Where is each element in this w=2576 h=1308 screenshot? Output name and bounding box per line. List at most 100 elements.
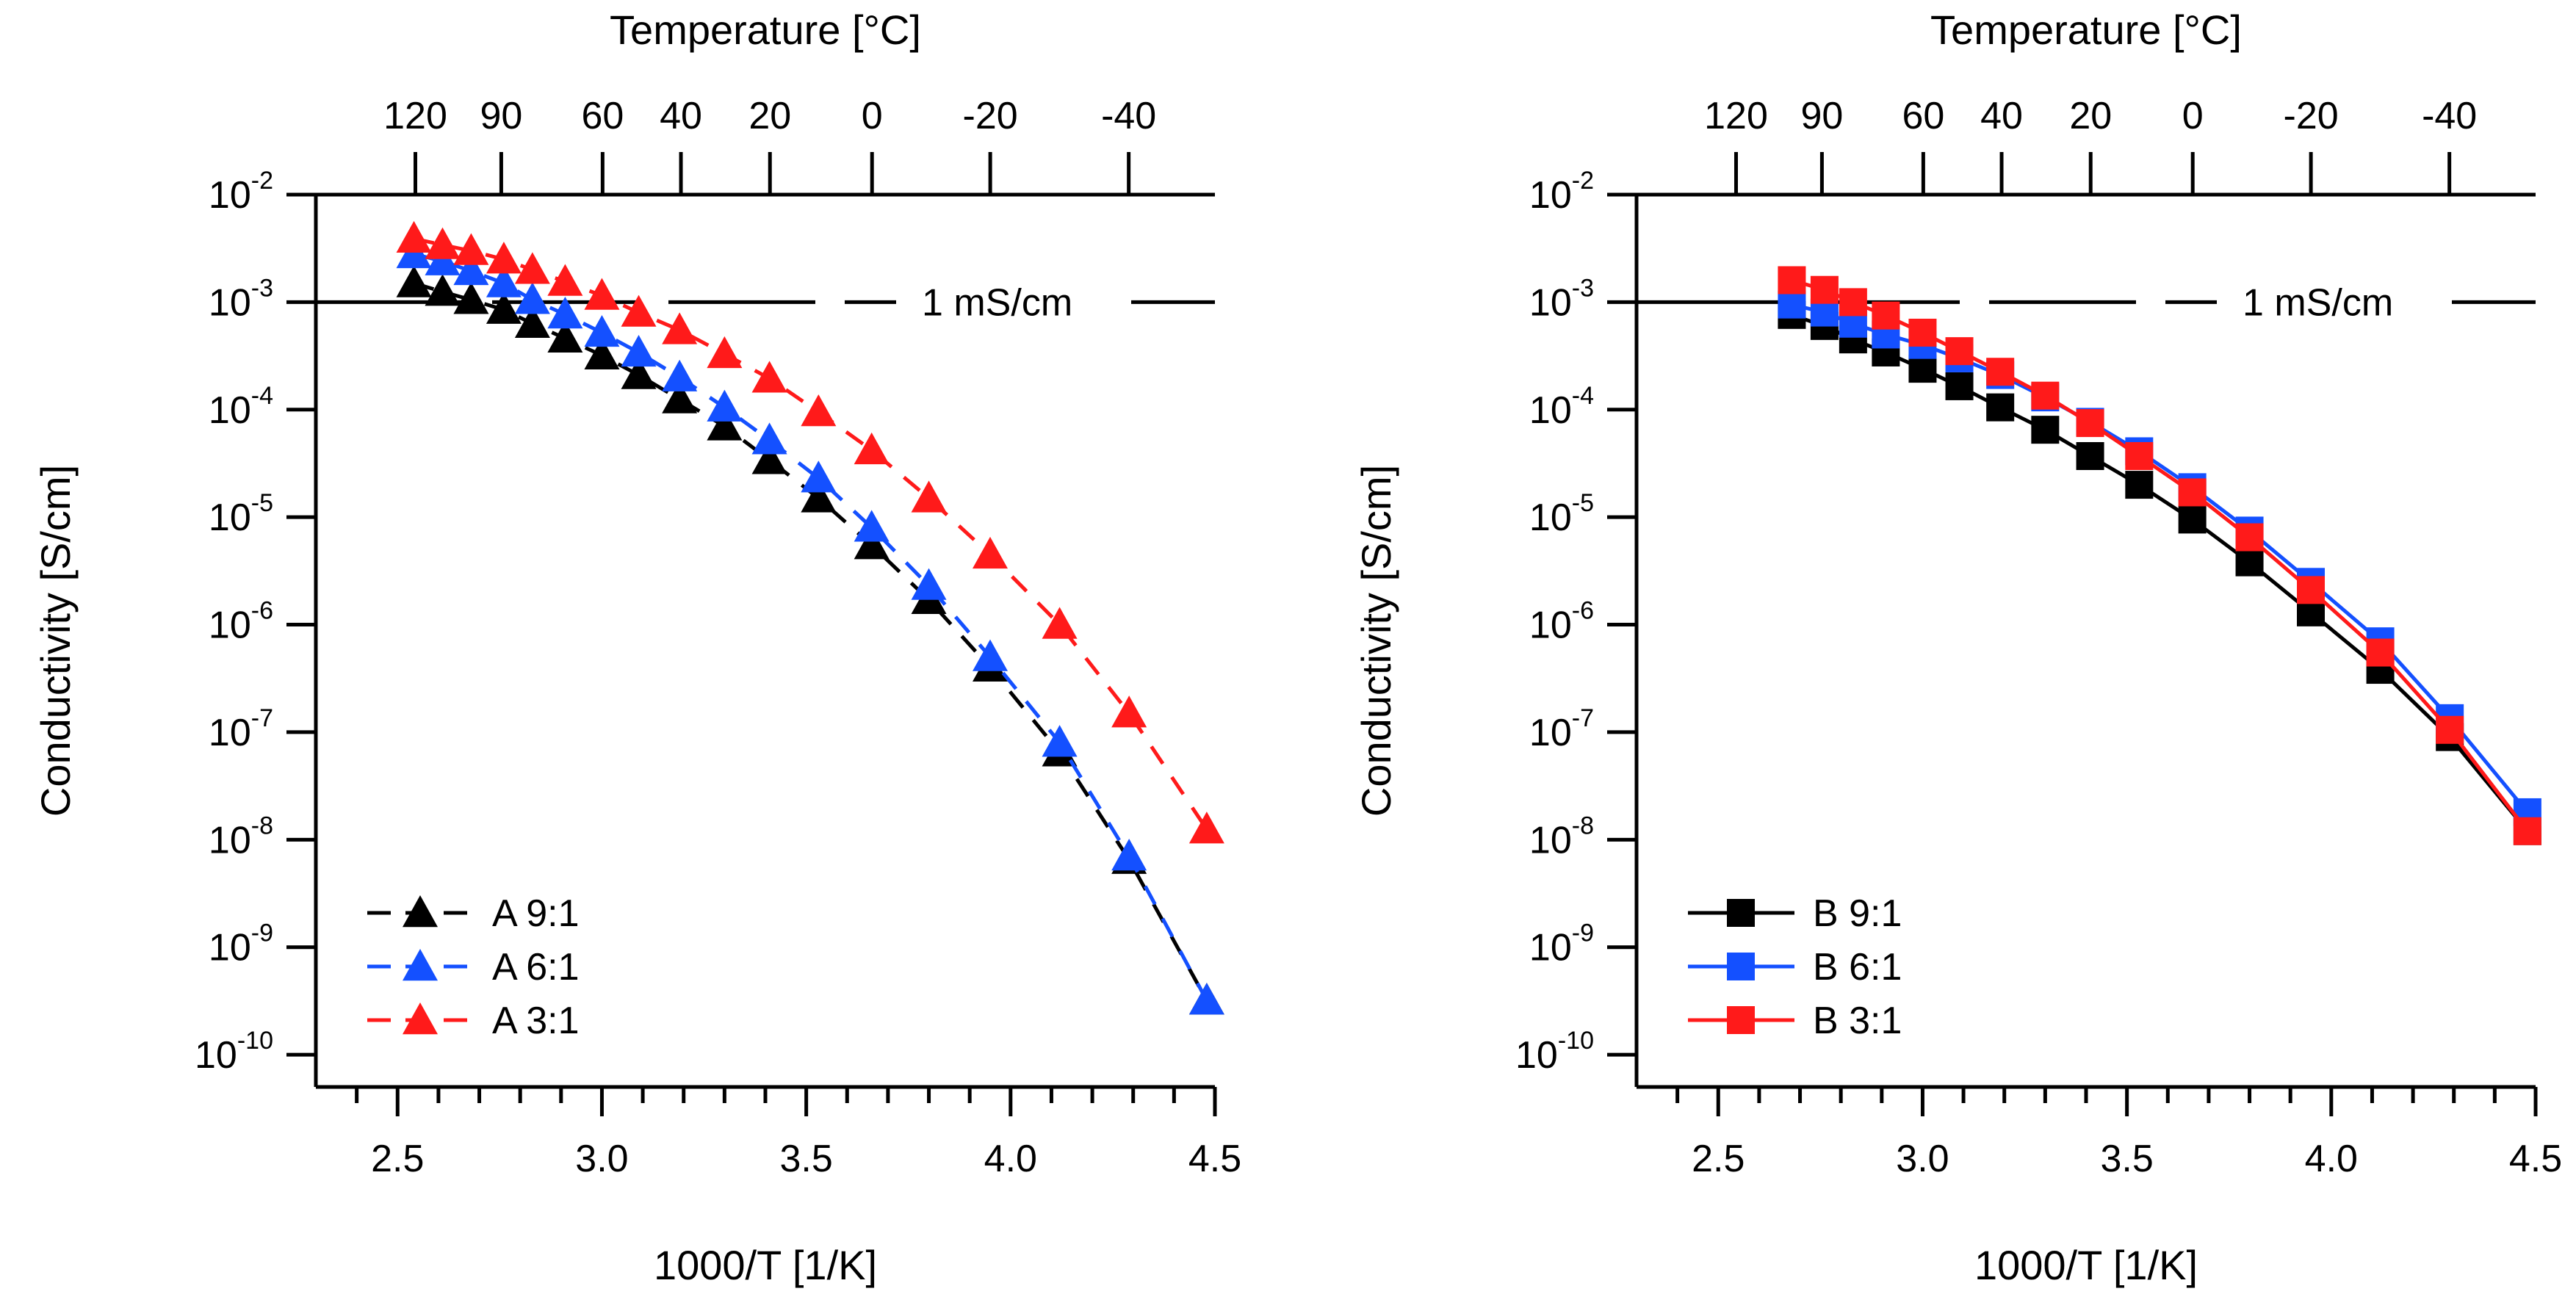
data-point — [621, 295, 657, 327]
data-point — [2076, 409, 2104, 438]
data-point — [2235, 523, 2264, 552]
y-tick-base: 10 — [195, 1034, 237, 1077]
data-point — [584, 278, 620, 310]
data-point — [751, 422, 787, 455]
y-tick-label: 10-3 — [209, 274, 273, 324]
data-point — [911, 480, 947, 513]
data-point — [2178, 478, 2207, 507]
data-point — [621, 334, 657, 367]
data-point — [621, 357, 657, 389]
data-point — [751, 442, 787, 474]
top-tick-label: 60 — [581, 95, 624, 137]
legend-marker — [1727, 953, 1755, 980]
legend-label: A 9:1 — [492, 892, 580, 935]
data-point — [2031, 381, 2060, 410]
data-point — [1839, 288, 1867, 317]
data-point — [1111, 695, 1147, 728]
y-tick-base: 10 — [209, 281, 251, 324]
data-point — [1778, 290, 1806, 319]
series-a-3-1 — [396, 220, 1224, 844]
series-line — [1791, 278, 2529, 833]
y-tick-exponent: -9 — [251, 919, 273, 947]
x-tick-label: 4.5 — [1188, 1138, 1241, 1180]
data-point — [1810, 275, 1839, 304]
series-line — [1791, 303, 2529, 814]
legend-label: B 9:1 — [1813, 892, 1902, 935]
data-point — [453, 253, 489, 286]
data-point — [514, 252, 550, 284]
y-tick-exponent: -4 — [251, 382, 273, 410]
y-tick-label: 10-4 — [209, 382, 273, 432]
series-b-3-1 — [1778, 266, 2541, 845]
data-point — [1945, 337, 1974, 366]
y-tick-label: 10-10 — [1515, 1027, 1594, 1077]
top-tick-label: 90 — [1800, 95, 1843, 137]
y-tick-label: 10-6 — [209, 597, 273, 647]
data-point — [662, 359, 698, 391]
legend-item: B 3:1 — [1688, 1000, 1902, 1042]
y-tick-exponent: -6 — [1572, 597, 1594, 625]
top-tick-label: 120 — [1704, 95, 1768, 137]
x-tick-label: 3.5 — [779, 1138, 832, 1180]
y-tick-base: 10 — [209, 712, 251, 754]
y-axis-title: Conductivity [S/cm] — [32, 465, 79, 817]
legend-marker — [403, 1002, 438, 1035]
y-tick-base: 10 — [209, 819, 251, 861]
data-point — [1188, 983, 1224, 1015]
y-tick-exponent: -9 — [1572, 919, 1594, 947]
y-tick-exponent: -5 — [1572, 489, 1594, 517]
top-tick-label: -40 — [1101, 95, 1156, 137]
y-tick-label: 10-9 — [209, 919, 273, 969]
x-tick-label: 4.0 — [2305, 1138, 2358, 1180]
data-point — [854, 432, 890, 465]
legend-marker — [403, 895, 438, 928]
legend: B 9:1 B 6:1 B 3:1 — [1688, 892, 1902, 1042]
top-tick-label: 90 — [480, 95, 522, 137]
y-tick-base: 10 — [1529, 819, 1572, 861]
data-point — [584, 337, 620, 370]
data-point — [1188, 812, 1224, 844]
data-point — [514, 306, 550, 338]
legend-item: A 6:1 — [367, 946, 580, 989]
top-tick-label: 40 — [1980, 95, 2023, 137]
y-tick-label: 10-7 — [209, 704, 273, 754]
x-tick-label: 4.5 — [2509, 1138, 2562, 1180]
data-point — [662, 381, 698, 413]
y-tick-exponent: -10 — [1558, 1027, 1594, 1055]
data-point — [1042, 607, 1078, 639]
y-tick-base: 10 — [1529, 174, 1572, 217]
legend-item: A 9:1 — [367, 892, 580, 935]
top-tick-label: 120 — [383, 95, 447, 137]
data-point — [514, 282, 550, 314]
reference-line: 1 mS/cm — [1637, 281, 2536, 324]
y-tick-base: 10 — [209, 496, 251, 539]
data-point — [2125, 441, 2154, 470]
series-b-6-1 — [1778, 290, 2541, 826]
reference-line: 1 mS/cm — [316, 281, 1215, 324]
y-tick-label: 10-2 — [209, 167, 273, 217]
data-point — [1872, 301, 1900, 330]
legend-label: A 6:1 — [492, 946, 580, 989]
y-tick-label: 10-5 — [209, 489, 273, 539]
y-tick-exponent: -8 — [251, 812, 273, 839]
data-point — [854, 510, 890, 542]
data-point — [1042, 725, 1078, 757]
data-point — [707, 389, 743, 422]
data-point — [801, 460, 837, 493]
top-tick-label: -20 — [2284, 95, 2339, 137]
data-point — [486, 265, 522, 297]
y-axis-title: Conductivity [S/cm] — [1353, 465, 1399, 817]
legend-item: A 3:1 — [367, 1000, 580, 1042]
top-axis-title: Temperature [°C] — [610, 7, 921, 53]
x-axis-title: 1000/T [1/K] — [1974, 1242, 2198, 1288]
y-tick-exponent: -8 — [1572, 812, 1594, 839]
data-point — [396, 220, 432, 253]
top-tick-label: -20 — [963, 95, 1018, 137]
data-point — [2366, 638, 2395, 667]
data-point — [2297, 576, 2325, 604]
y-tick-exponent: -7 — [251, 704, 273, 732]
y-tick-label: 10-10 — [195, 1027, 273, 1077]
x-tick-label: 2.5 — [1692, 1138, 1745, 1180]
